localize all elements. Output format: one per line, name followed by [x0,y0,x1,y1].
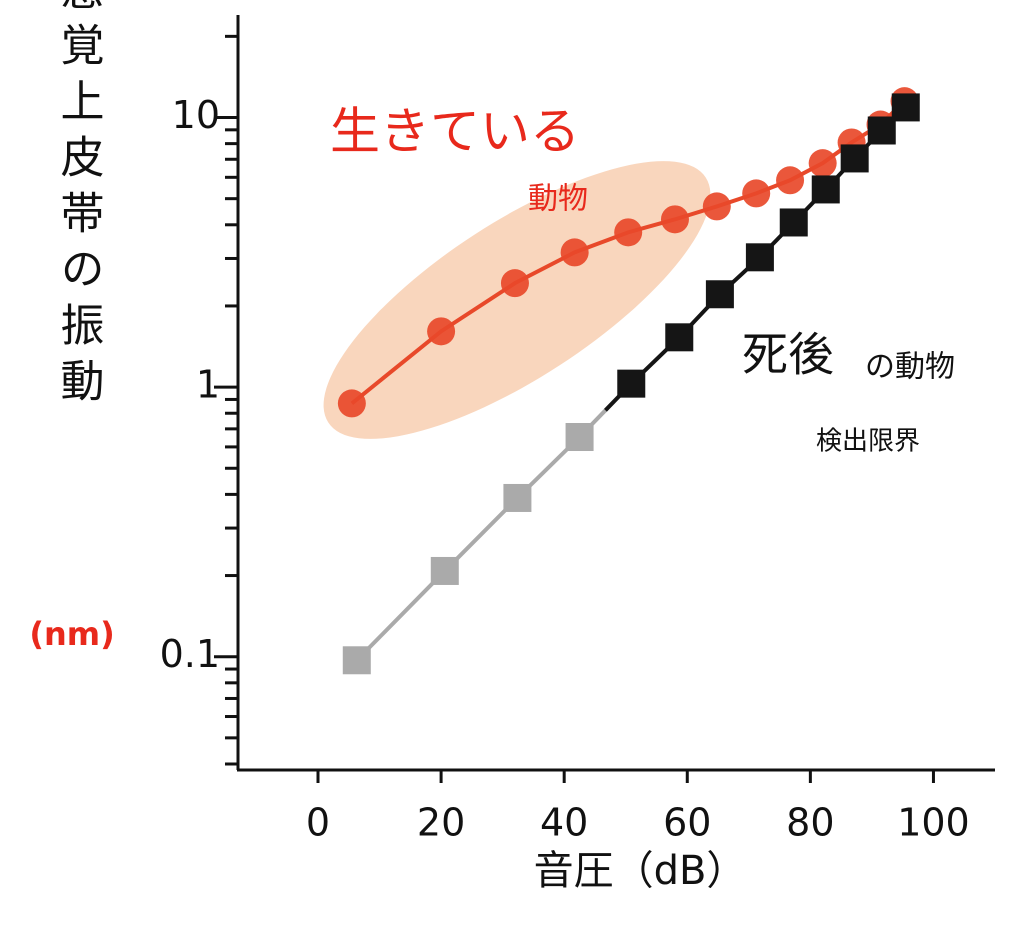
y-tick-label: 0.1 [160,632,220,676]
point [891,93,920,122]
annotation: 死後 [742,328,834,382]
point [342,646,371,675]
point [702,192,731,221]
point [811,175,840,204]
point [614,218,643,247]
series-line [355,435,581,662]
point [779,208,808,237]
x-tick-label: 40 [540,801,588,845]
y-axis-unit: (nm) [29,615,114,653]
point [430,556,459,585]
y-tick-label: 1 [196,363,220,407]
annotation: 検出限界 [816,427,920,457]
point [867,116,896,145]
point [665,323,694,352]
x-tick-label: 100 [897,801,970,845]
annotation: 動物 [528,182,588,217]
x-tick-label: 80 [786,801,834,845]
x-tick-label: 0 [306,801,330,845]
point [776,166,805,195]
point [705,280,734,309]
point [660,205,689,234]
point [500,269,529,298]
x-axis-label: 音圧（dB） [534,848,747,894]
point [742,179,771,208]
y-tick-label: 10 [172,93,220,137]
point [560,238,589,267]
point [840,144,869,173]
point [503,483,532,512]
point [617,369,646,398]
point [427,317,456,346]
point [745,243,774,272]
point [337,389,366,418]
x-tick-label: 60 [663,801,711,845]
point [565,423,594,452]
x-tick-label: 20 [417,801,465,845]
highlight-ellipse [323,161,711,439]
annotation: の動物 [865,350,955,385]
annotation: 生きている [330,103,580,161]
y-axis-label: 感覚上皮帯の振動 [53,0,104,414]
point [808,149,837,178]
